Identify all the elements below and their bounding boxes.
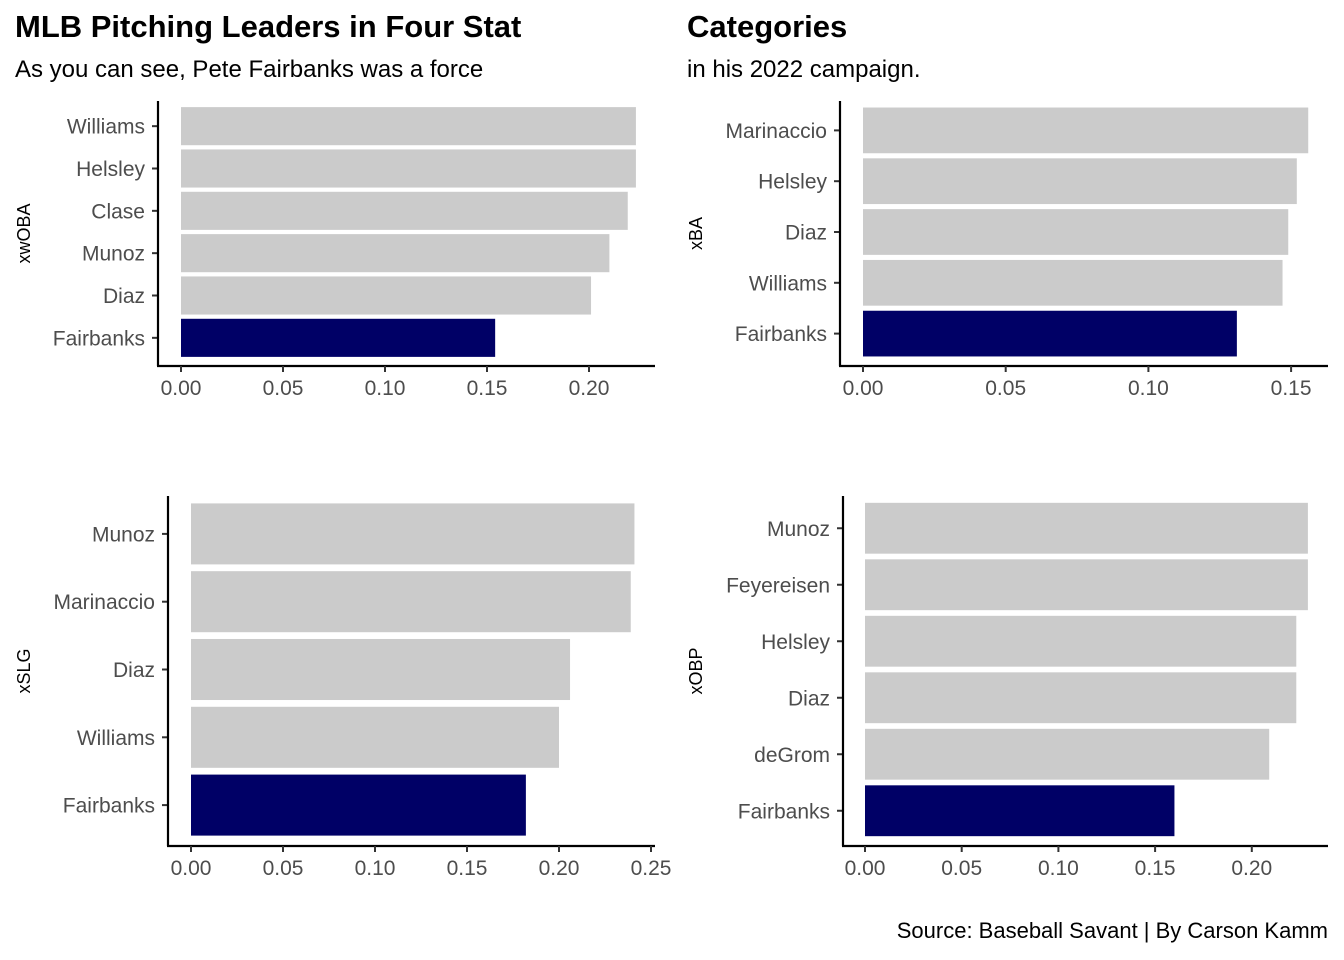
title-right: Categories	[687, 9, 848, 44]
bar-xslg-fairbanks	[191, 774, 526, 836]
bar-xobp-degrom	[865, 728, 1270, 780]
bar-xba-fairbanks	[863, 310, 1237, 357]
y-tick-label-xba-fairbanks: Fairbanks	[735, 323, 827, 346]
y-axis-title-xwoba: xwOBA	[14, 203, 34, 263]
x-tick-label-xslg-2: 0.10	[355, 857, 396, 880]
y-tick-label-xslg-munoz: Munoz	[92, 523, 155, 546]
bar-xslg-williams	[191, 706, 559, 768]
x-tick-label-xwoba-3: 0.15	[467, 377, 508, 400]
bar-xwoba-munoz	[181, 234, 610, 273]
y-tick-label-xba-marinaccio: Marinaccio	[725, 120, 827, 143]
y-tick-label-xba-diaz: Diaz	[785, 222, 827, 245]
subtitle-right: in his 2022 campaign.	[687, 56, 921, 83]
x-tick-label-xobp-1: 0.05	[941, 857, 982, 880]
bar-xba-diaz	[863, 209, 1289, 255]
x-tick-label-xwoba-2: 0.10	[365, 377, 406, 400]
x-tick-label-xba-0: 0.00	[843, 377, 884, 400]
y-tick-label-xobp-helsley: Helsley	[761, 631, 830, 654]
y-tick-label-xobp-diaz: Diaz	[788, 687, 830, 710]
bar-xba-helsley	[863, 158, 1297, 205]
y-axis-title-xba: xBA	[686, 217, 706, 250]
y-tick-label-xba-williams: Williams	[749, 272, 827, 295]
bar-xobp-helsley	[865, 615, 1297, 667]
x-tick-label-xba-1: 0.05	[985, 377, 1026, 400]
bar-xwoba-williams	[181, 107, 636, 146]
bar-xba-williams	[863, 259, 1283, 306]
title-left: MLB Pitching Leaders in Four Stat	[15, 9, 522, 44]
bar-xwoba-helsley	[181, 149, 636, 188]
y-tick-label-xwoba-williams: Williams	[67, 116, 145, 139]
bar-xobp-diaz	[865, 672, 1297, 724]
bar-xobp-fairbanks	[865, 785, 1175, 837]
y-tick-label-xslg-fairbanks: Fairbanks	[63, 795, 155, 818]
x-tick-label-xslg-3: 0.15	[447, 857, 488, 880]
y-tick-label-xslg-diaz: Diaz	[113, 659, 155, 682]
y-tick-label-xwoba-munoz: Munoz	[82, 243, 145, 266]
x-tick-label-xba-3: 0.15	[1271, 377, 1312, 400]
subtitle-left: As you can see, Pete Fairbanks was a for…	[15, 56, 484, 83]
bar-xslg-marinaccio	[191, 571, 631, 633]
x-tick-label-xslg-0: 0.00	[171, 857, 212, 880]
bar-xobp-feyereisen	[865, 559, 1308, 611]
y-tick-label-xba-helsley: Helsley	[758, 171, 827, 194]
x-tick-label-xslg-1: 0.05	[263, 857, 304, 880]
bar-xslg-diaz	[191, 638, 571, 701]
y-tick-label-xwoba-diaz: Diaz	[103, 285, 145, 308]
x-tick-label-xwoba-0: 0.00	[161, 377, 202, 400]
x-tick-label-xwoba-4: 0.20	[569, 377, 610, 400]
x-tick-label-xwoba-1: 0.05	[263, 377, 304, 400]
x-tick-label-xslg-4: 0.20	[539, 857, 580, 880]
bar-xslg-munoz	[191, 503, 635, 565]
y-tick-label-xobp-munoz: Munoz	[767, 518, 830, 541]
y-tick-label-xobp-feyereisen: Feyereisen	[726, 574, 830, 597]
x-tick-label-xobp-2: 0.10	[1038, 857, 1079, 880]
x-tick-label-xba-2: 0.10	[1128, 377, 1169, 400]
x-tick-label-xobp-0: 0.00	[845, 857, 886, 880]
bar-xba-marinaccio	[863, 107, 1309, 154]
y-tick-label-xwoba-helsley: Helsley	[76, 158, 145, 181]
x-tick-label-xobp-3: 0.15	[1135, 857, 1176, 880]
y-tick-label-xwoba-fairbanks: Fairbanks	[53, 327, 145, 350]
bar-xwoba-clase	[181, 191, 628, 230]
y-tick-label-xslg-marinaccio: Marinaccio	[53, 591, 155, 614]
y-axis-title-xslg: xSLG	[14, 648, 34, 693]
y-tick-label-xslg-williams: Williams	[77, 727, 155, 750]
x-tick-label-xslg-5: 0.25	[631, 857, 672, 880]
y-tick-label-xobp-fairbanks: Fairbanks	[738, 800, 830, 823]
y-tick-label-xobp-degrom: deGrom	[754, 744, 830, 767]
bar-xwoba-diaz	[181, 276, 592, 315]
x-tick-label-xobp-4: 0.20	[1231, 857, 1272, 880]
y-tick-label-xwoba-clase: Clase	[91, 200, 145, 223]
bar-xobp-munoz	[865, 502, 1308, 554]
y-axis-title-xobp: xOBP	[686, 647, 706, 694]
caption: Source: Baseball Savant | By Carson Kamm	[896, 918, 1328, 943]
bar-xwoba-fairbanks	[181, 318, 496, 357]
